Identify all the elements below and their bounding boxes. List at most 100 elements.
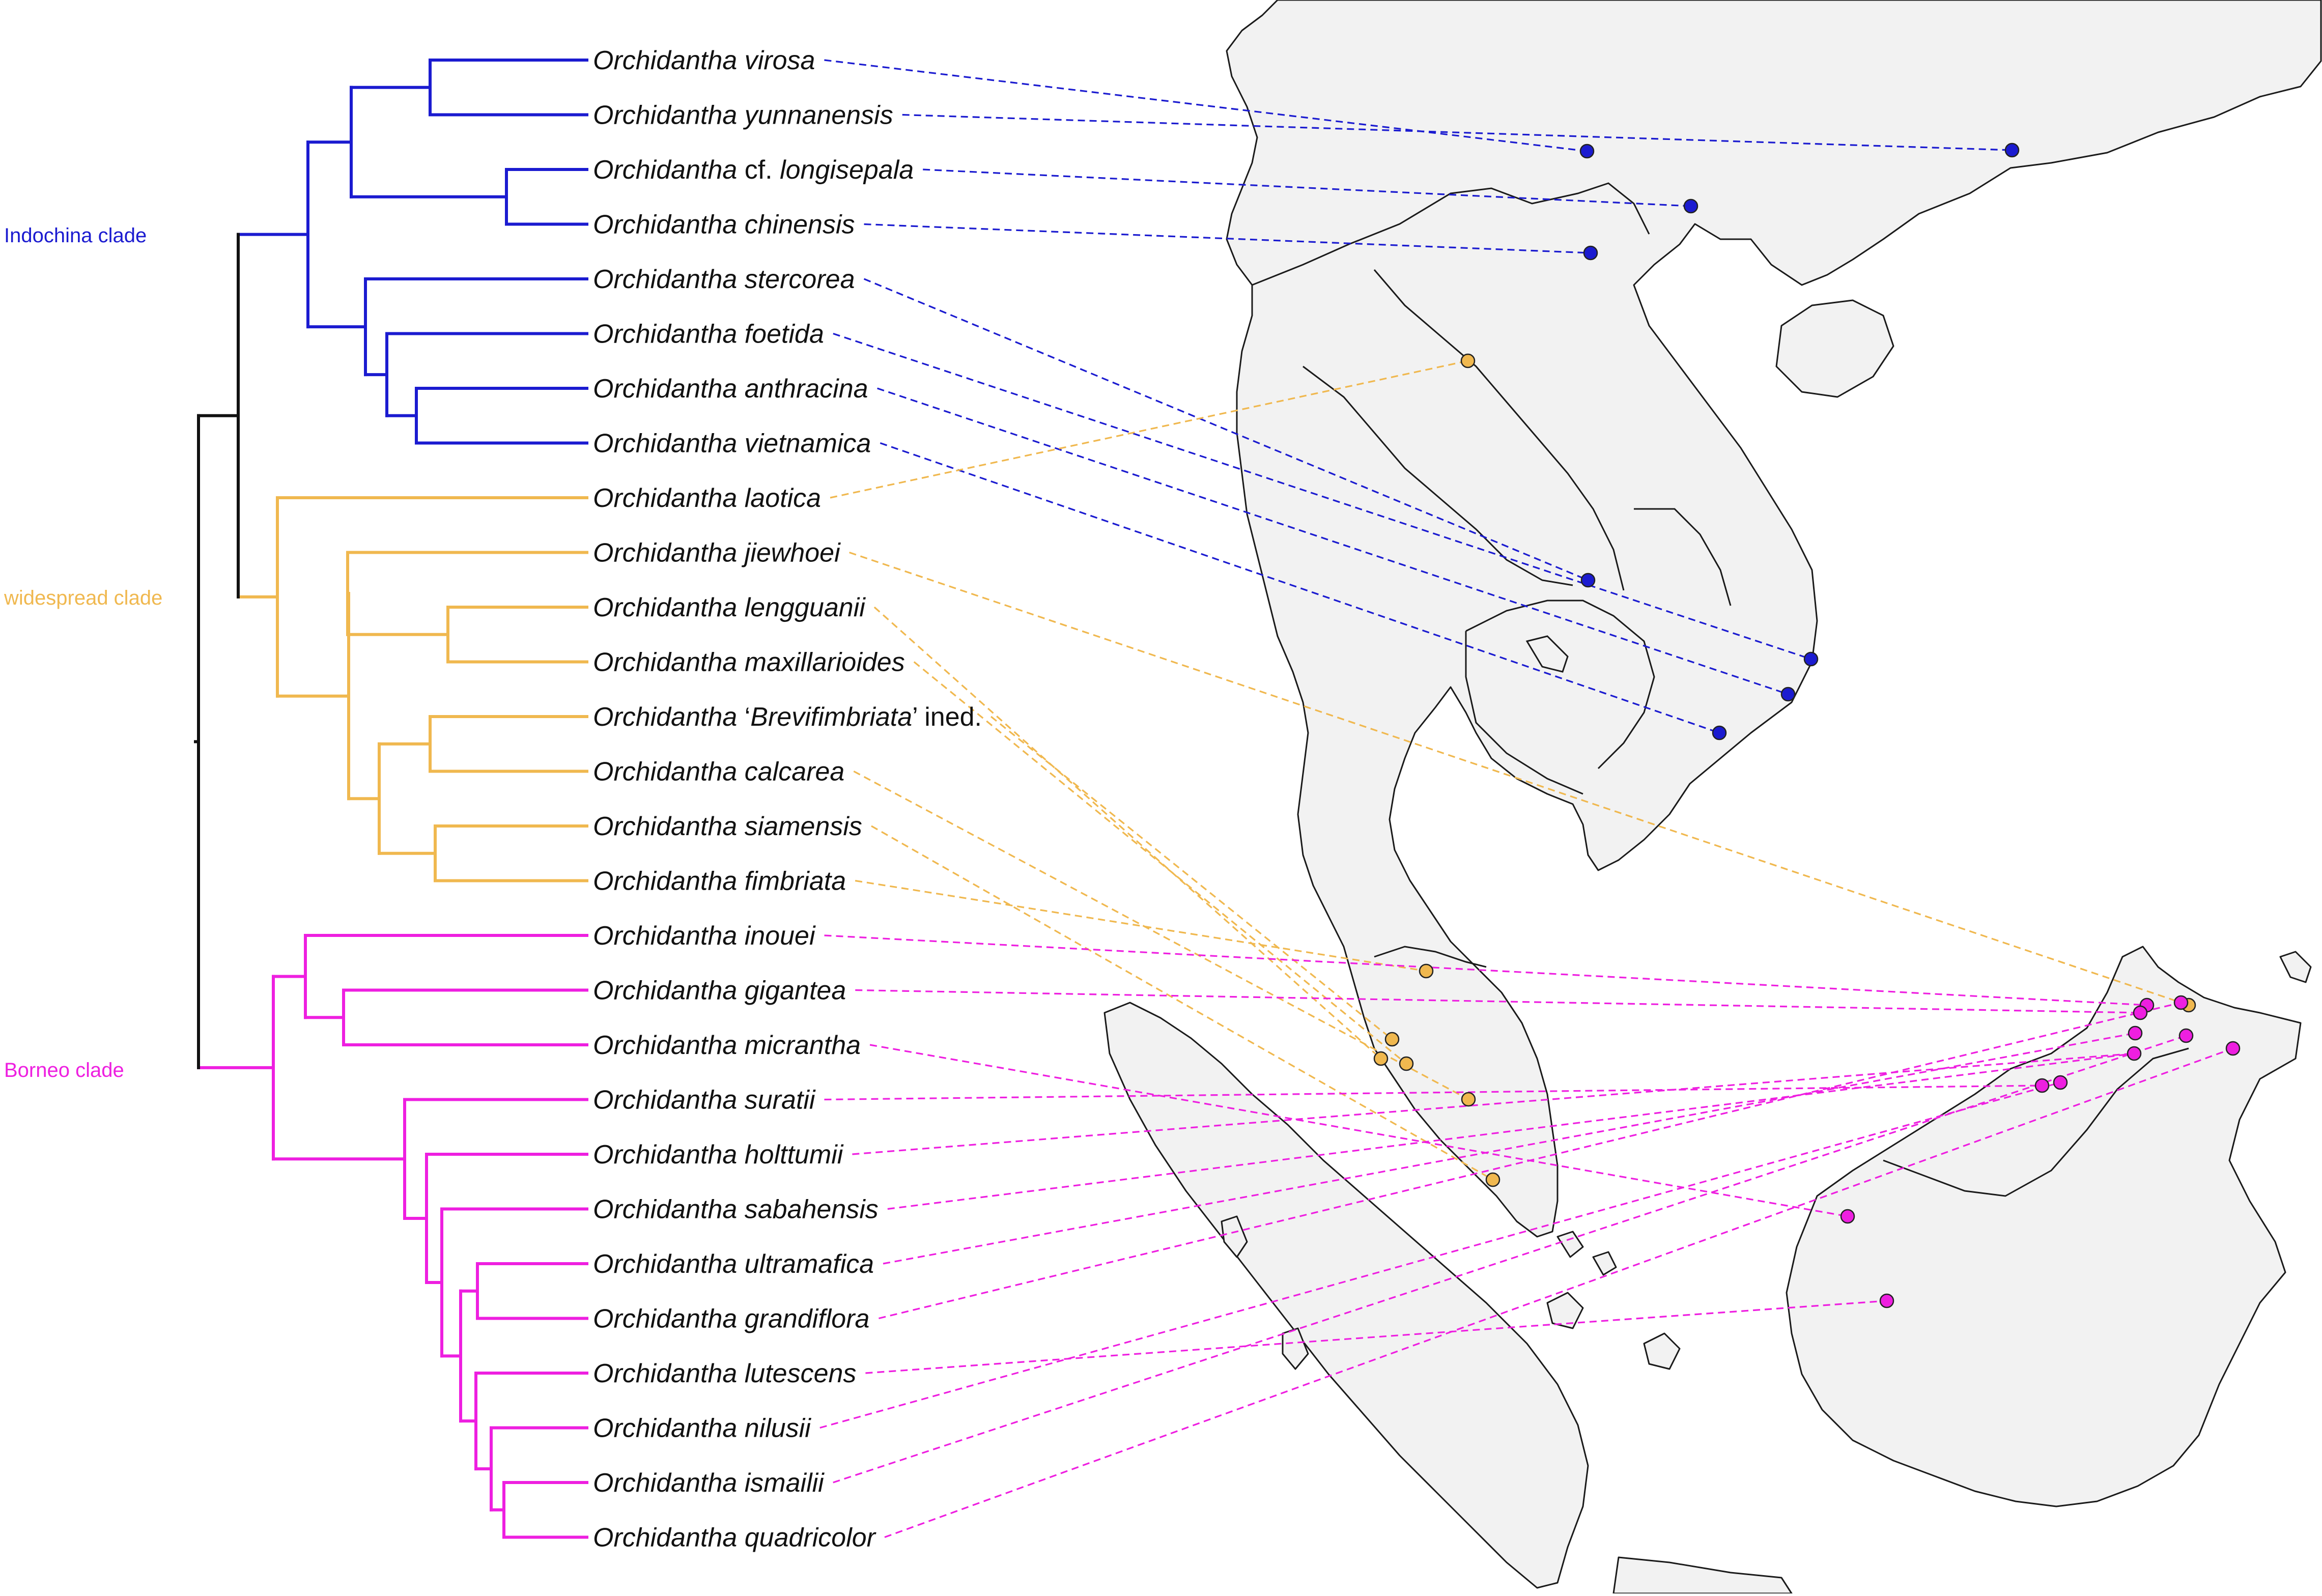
southeast-asia-map xyxy=(1103,0,2322,1594)
taxon-label-laotica: Orchidantha laotica xyxy=(593,483,821,513)
taxon-label-quadricolor: Orchidantha quadricolor xyxy=(593,1523,877,1553)
nias-island xyxy=(1221,1215,1248,1258)
taxon-label-lutescens: Orchidantha lutescens xyxy=(593,1359,856,1388)
species-epithet: quadricolor xyxy=(745,1523,877,1553)
locality-point-longisepala xyxy=(1683,198,1698,214)
connector-line-fimbriata xyxy=(855,879,1427,972)
taxon-label-maxillarioides: Orchidantha maxillarioides xyxy=(593,648,905,677)
taxon-suffix: ’ ined. xyxy=(912,702,982,732)
taxon-label-yunnanensis: Orchidantha yunnanensis xyxy=(593,101,893,130)
locality-point-laotica xyxy=(1460,353,1476,368)
taxon-label-brevifimbriata: Orchidantha ‘Brevifimbriata’ ined. xyxy=(593,702,982,732)
locality-point-brevifimbriata xyxy=(1384,1032,1400,1047)
locality-point-calcarea xyxy=(1461,1092,1476,1107)
species-epithet: virosa xyxy=(745,46,815,75)
country-border xyxy=(1465,600,1655,770)
connector-line-vietnamica xyxy=(880,442,1720,734)
connector-line-ismailii xyxy=(833,1035,2187,1484)
genus-name: Orchidantha xyxy=(593,155,745,185)
genus-name: Orchidantha xyxy=(593,1086,745,1115)
genus-name: Orchidantha xyxy=(593,538,745,568)
clade-label-borneo: Borneo clade xyxy=(4,1059,124,1081)
taxon-label-vietnamica: Orchidantha vietnamica xyxy=(593,429,871,459)
palawan-fragment xyxy=(2279,951,2312,983)
connector-line-siamensis xyxy=(871,825,1493,1181)
belitung-island xyxy=(1643,1332,1681,1370)
genus-name: Orchidantha xyxy=(593,648,745,677)
genus-name: Orchidantha xyxy=(593,1523,745,1553)
connector-line-quadricolor xyxy=(884,1047,2233,1538)
genus-name: Orchidantha xyxy=(593,1414,745,1443)
species-epithet: sabahensis xyxy=(745,1195,879,1224)
connector-line-brevifimbriata xyxy=(990,716,1393,1040)
genus-name: Orchidantha xyxy=(593,1195,745,1224)
connector-line-suratii xyxy=(824,1085,2043,1101)
genus-name: Orchidantha xyxy=(593,210,745,240)
species-epithet: jiewhoei xyxy=(742,538,841,568)
clade-labels: Indochina clade widespread clade Borneo … xyxy=(4,224,162,1081)
species-epithet: longisepala xyxy=(780,155,914,185)
connector-line-nilusii xyxy=(819,1081,2061,1429)
genus-name: Orchidantha xyxy=(593,265,745,294)
taxon-label-sabahensis: Orchidantha sabahensis xyxy=(593,1195,879,1224)
connector-line-grandiflora xyxy=(879,1002,2182,1320)
taxon-prefix: ‘ xyxy=(745,702,751,732)
clade-label-indochina: Indochina clade xyxy=(4,224,147,247)
genus-name: Orchidantha xyxy=(593,429,745,459)
species-epithet: vietnamica xyxy=(745,429,871,459)
taxon-label-siamensis: Orchidantha siamensis xyxy=(593,812,862,841)
connector-line-yunnanensis xyxy=(902,113,2013,151)
phylogenetic-tree xyxy=(194,59,588,1539)
country-border xyxy=(1634,508,1732,606)
locality-point-virosa xyxy=(1579,144,1595,159)
taxon-label-stercorea: Orchidantha stercorea xyxy=(593,265,855,294)
species-epithet: inouei xyxy=(745,921,816,951)
connector-line-foetida xyxy=(833,332,1811,660)
species-epithet: foetida xyxy=(745,320,824,349)
genus-name: Orchidantha xyxy=(593,1468,745,1498)
clade-label-widespread: widespread clade xyxy=(4,587,162,609)
connector-line-micrantha xyxy=(869,1044,1848,1217)
connector-line-holttumii xyxy=(852,1052,2135,1155)
species-epithet: yunnanensis xyxy=(743,101,893,130)
genus-name: Orchidantha xyxy=(593,812,745,841)
species-epithet: Brevifimbriata xyxy=(750,702,912,732)
locality-point-quadricolor xyxy=(2225,1041,2241,1056)
taxon-label-micrantha: Orchidantha micrantha xyxy=(593,1031,861,1060)
connector-line-lutescens xyxy=(865,1300,1887,1374)
genus-name: Orchidantha xyxy=(593,101,745,130)
borneo-island xyxy=(1786,946,2302,1507)
locality-point-nilusii xyxy=(2053,1075,2068,1090)
taxon-label-chinensis: Orchidantha chinensis xyxy=(593,210,855,240)
genus-name: Orchidantha xyxy=(593,1304,745,1334)
genus-name: Orchidantha xyxy=(593,702,745,732)
locality-point-fimbriata xyxy=(1419,963,1434,979)
taxon-label-fimbriata: Orchidantha fimbriata xyxy=(593,867,846,896)
genus-name: Orchidantha xyxy=(593,867,745,896)
species-epithet: lengguanii xyxy=(745,593,866,622)
taxon-prefix: cf. xyxy=(745,155,780,185)
locality-point-grandiflora xyxy=(2173,995,2189,1010)
country-border xyxy=(1252,182,1650,286)
sumatra-island xyxy=(1103,1002,1589,1589)
locality-point-stercorea xyxy=(1580,573,1596,588)
species-epithet: siamensis xyxy=(745,812,862,841)
genus-name: Orchidantha xyxy=(593,483,745,513)
locality-point-vietnamica xyxy=(1712,725,1727,740)
species-epithet: ismailii xyxy=(745,1468,825,1498)
country-border xyxy=(1373,269,1625,591)
country-border xyxy=(1883,1047,2189,1197)
connector-line-inouei xyxy=(824,934,2147,1006)
locality-point-anthracina xyxy=(1780,687,1796,702)
locality-point-chinensis xyxy=(1583,245,1598,261)
locality-point-lutescens xyxy=(1879,1293,1894,1308)
taxon-label-calcarea: Orchidantha calcarea xyxy=(593,757,844,787)
connector-line-maxillarioides xyxy=(913,661,1407,1065)
taxon-label-longisepala: Orchidantha cf. longisepala xyxy=(593,155,914,185)
taxon-label-gigantea: Orchidantha gigantea xyxy=(593,976,846,1006)
tonle-sap-lake xyxy=(1525,635,1569,673)
species-epithet: lutescens xyxy=(745,1359,857,1388)
taxon-label-jiewhoei: Orchidantha jiewhoei xyxy=(593,538,841,568)
